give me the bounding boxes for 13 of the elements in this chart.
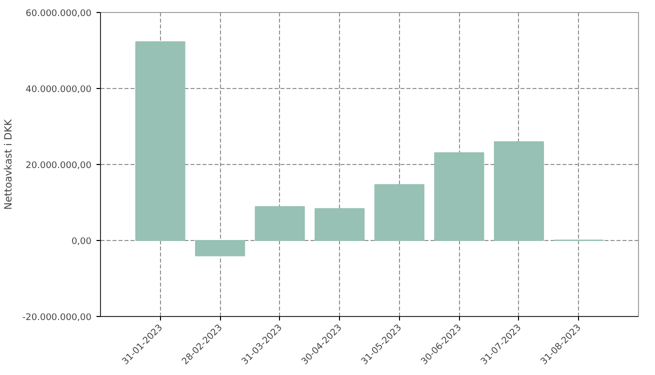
- y-axis-title: Nettoavkast i DKK: [3, 118, 14, 210]
- y-tick-label: 40.000.000,00: [26, 85, 92, 95]
- y-tick-label: 20.000.000,00: [26, 161, 92, 171]
- y-tick-label: 60.000.000,00: [26, 9, 92, 19]
- bar: [374, 184, 424, 241]
- y-tick-label: 0,00: [71, 237, 92, 247]
- bar: [135, 41, 186, 241]
- bar: [314, 208, 365, 241]
- bar: [195, 240, 246, 256]
- bar: [494, 141, 544, 241]
- bar: [254, 206, 305, 241]
- bar: [434, 152, 484, 241]
- y-tick-label: -20.000.000,00: [22, 313, 92, 323]
